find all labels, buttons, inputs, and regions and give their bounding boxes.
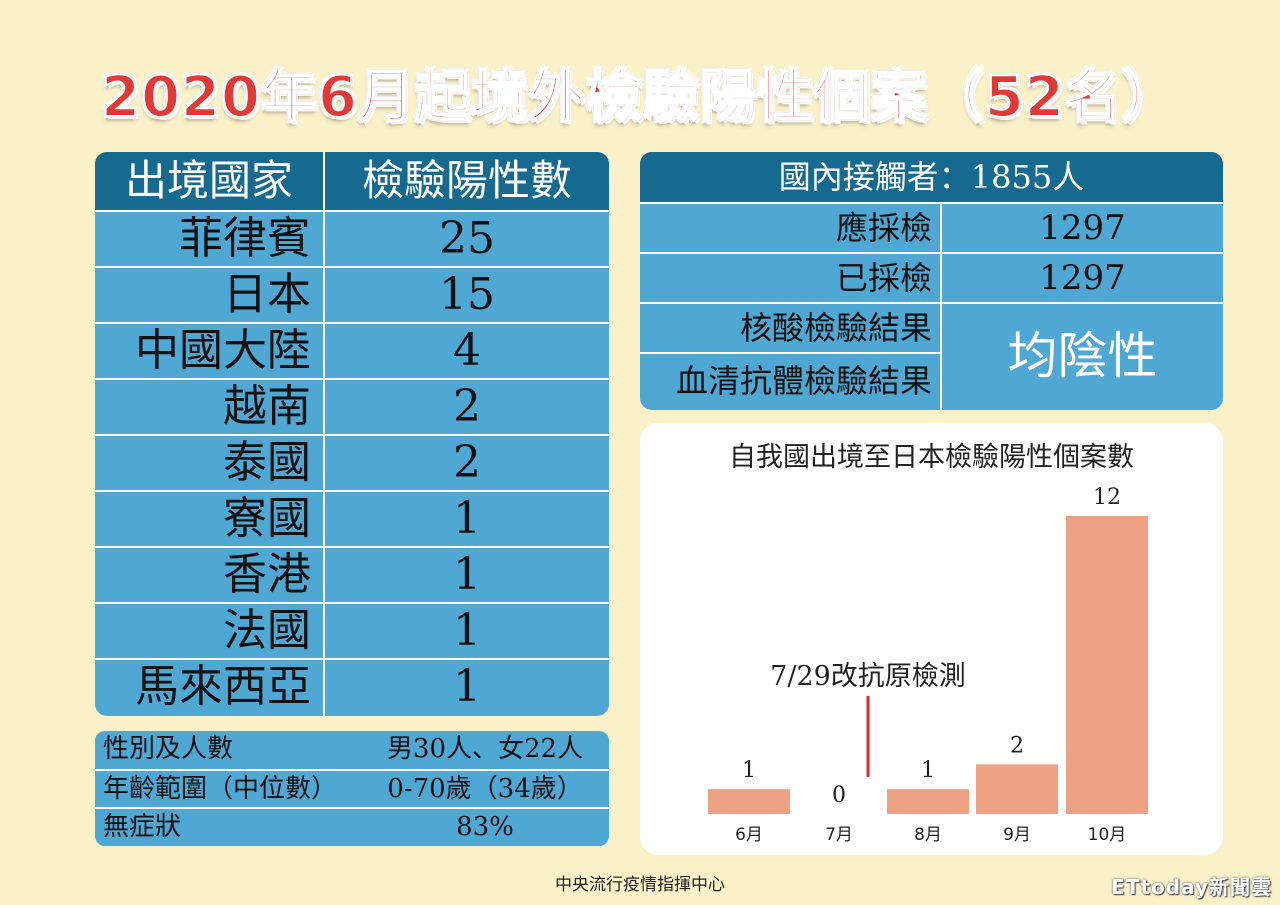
chart-panel: 自我國出境至日本檢驗陽性個案數 1 6月 0 7月 1 8月 2 9月 12 10月 7/29改抗原… bbox=[640, 423, 1223, 855]
test-result: 均陰性 bbox=[942, 302, 1223, 410]
contacts-table: 國內接觸者：1855人 應採檢 1297 已採檢 1297 核酸檢驗結果 血清抗… bbox=[640, 152, 1223, 410]
table-row: 核酸檢驗結果 bbox=[640, 302, 942, 352]
category-label: 7月 bbox=[825, 825, 853, 845]
table-row: 年齡範圍（中位數） 0-70歲（34歲） bbox=[95, 769, 609, 807]
table-row: 性別及人數 男30人、女22人 bbox=[95, 731, 609, 769]
table-row: 法國 1 bbox=[95, 602, 609, 658]
demographic-label: 年齡範圍（中位數） bbox=[103, 774, 338, 804]
country-table-header: 出境國家 檢驗陽性數 bbox=[95, 152, 609, 210]
demographics-table: 性別及人數 男30人、女22人 年齡範圍（中位數） 0-70歲（34歲） 無症狀… bbox=[95, 731, 609, 846]
header-country: 出境國家 bbox=[95, 152, 325, 210]
category-label: 8月 bbox=[914, 825, 942, 845]
positive-count: 2 bbox=[453, 381, 481, 432]
positive-count: 2 bbox=[453, 437, 481, 488]
chart-bar bbox=[976, 764, 1058, 814]
page-title: 2020年6月起境外檢驗陽性個案（52名） bbox=[100, 64, 1179, 131]
country-name: 法國 bbox=[95, 604, 325, 658]
demographic-value: 83% bbox=[456, 812, 514, 842]
table-row: 寮國 1 bbox=[95, 490, 609, 546]
positive-count: 1 bbox=[453, 549, 481, 600]
country-name: 寮國 bbox=[95, 492, 325, 546]
bar-value-label: 12 bbox=[1093, 485, 1121, 510]
table-row: 日本 15 bbox=[95, 266, 609, 322]
positive-count: 15 bbox=[439, 269, 495, 320]
demographic-label: 無症狀 bbox=[103, 812, 182, 842]
table-row: 泰國 2 bbox=[95, 434, 609, 490]
header-count: 檢驗陽性數 bbox=[361, 156, 572, 205]
country-name: 中國大陸 bbox=[95, 324, 325, 378]
annotation-label: 7/29改抗原檢測 bbox=[770, 661, 966, 692]
demographic-value: 0-70歲（34歲） bbox=[387, 774, 583, 804]
contacts-value: 1297 bbox=[1039, 258, 1126, 298]
contacts-value: 1297 bbox=[1039, 208, 1126, 248]
category-label: 10月 bbox=[1088, 825, 1127, 845]
country-name: 馬來西亞 bbox=[95, 660, 325, 716]
country-name: 菲律賓 bbox=[95, 212, 325, 266]
positive-count: 4 bbox=[453, 325, 481, 376]
table-row: 菲律賓 25 bbox=[95, 210, 609, 266]
footer-source: 中央流行疫情指揮中心 bbox=[555, 875, 725, 895]
contacts-label: 血清抗體檢驗結果 bbox=[640, 354, 942, 410]
category-label: 9月 bbox=[1003, 825, 1031, 845]
bar-value-label: 0 bbox=[832, 783, 846, 808]
bar-chart: 1 6月 0 7月 1 8月 2 9月 12 10月 7/29改抗原檢測 bbox=[708, 485, 1148, 845]
positive-count: 1 bbox=[453, 493, 481, 544]
chart-bar bbox=[1066, 516, 1148, 814]
table-row: 已採檢 1297 bbox=[640, 252, 1223, 302]
category-label: 6月 bbox=[735, 825, 763, 845]
bar-value-label: 1 bbox=[921, 758, 935, 783]
bar-value-label: 1 bbox=[742, 758, 756, 783]
country-name: 日本 bbox=[95, 268, 325, 322]
demographic-label: 性別及人數 bbox=[103, 734, 234, 764]
table-row: 血清抗體檢驗結果 bbox=[640, 352, 942, 410]
table-row: 無症狀 83% bbox=[95, 807, 609, 846]
table-row: 應採檢 1297 bbox=[640, 202, 1223, 252]
contacts-header: 國內接觸者：1855人 bbox=[640, 152, 1223, 202]
positive-count: 1 bbox=[453, 605, 481, 656]
contacts-label: 應採檢 bbox=[640, 204, 942, 252]
contacts-label: 已採檢 bbox=[640, 254, 942, 302]
chart-title: 自我國出境至日本檢驗陽性個案數 bbox=[729, 442, 1134, 473]
bar-value-label: 2 bbox=[1010, 733, 1024, 758]
contacts-label: 核酸檢驗結果 bbox=[640, 304, 942, 352]
chart-bar bbox=[887, 789, 969, 814]
positive-count: 25 bbox=[439, 213, 495, 264]
table-row: 中國大陸 4 bbox=[95, 322, 609, 378]
country-name: 香港 bbox=[95, 548, 325, 602]
chart-bar bbox=[708, 789, 790, 814]
country-name: 越南 bbox=[95, 380, 325, 434]
table-row: 馬來西亞 1 bbox=[95, 658, 609, 716]
positive-count: 1 bbox=[453, 661, 481, 712]
country-table: 出境國家 檢驗陽性數 菲律賓 25 日本 15 中國大陸 4 越南 2 泰國 2… bbox=[95, 152, 609, 716]
table-row: 香港 1 bbox=[95, 546, 609, 602]
demographic-value: 男30人、女22人 bbox=[386, 734, 584, 764]
table-row: 越南 2 bbox=[95, 378, 609, 434]
country-name: 泰國 bbox=[95, 436, 325, 490]
watermark-logo: ETtoday新聞雲 bbox=[1111, 875, 1272, 899]
